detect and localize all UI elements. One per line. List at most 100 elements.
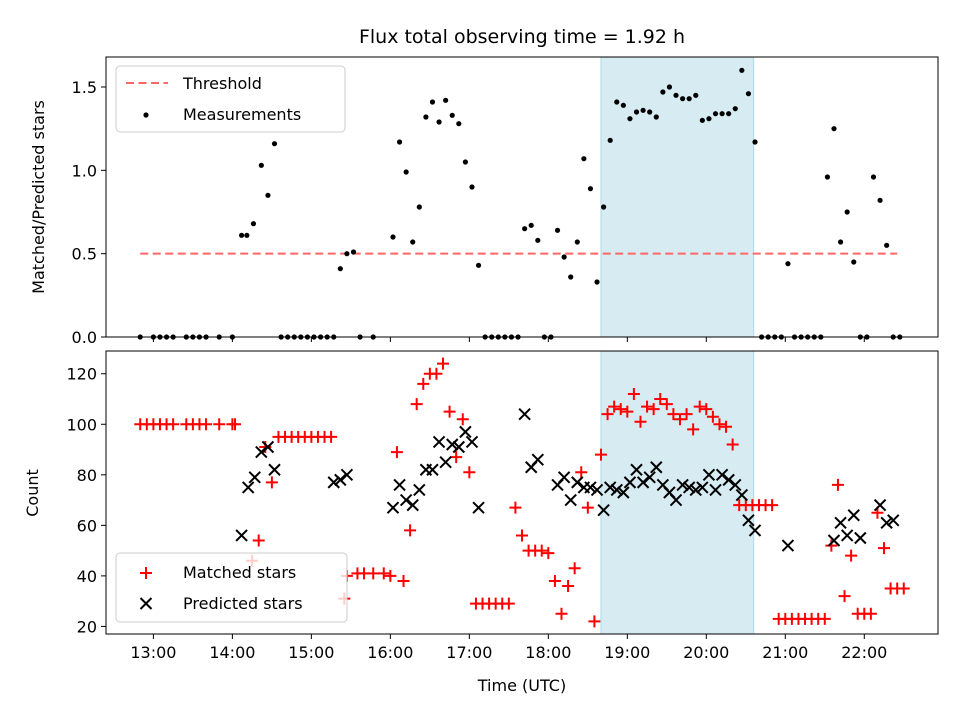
measurement-point	[620, 102, 626, 108]
matched-star-point	[706, 410, 719, 423]
matched-star-point	[404, 524, 417, 537]
measurement-point	[587, 186, 594, 192]
legend-measurement-swatch	[143, 112, 149, 118]
measurement-point	[337, 266, 343, 272]
measurement-point	[344, 251, 350, 257]
matched-star-point	[410, 398, 423, 411]
predicted-star-point	[669, 493, 683, 507]
predicted-star-point	[426, 463, 439, 476]
matched-star-point	[167, 418, 180, 431]
predicted-star-point	[650, 461, 663, 474]
predicted-star-point	[742, 514, 755, 527]
matched-star-point	[654, 393, 667, 406]
predicted-star-point	[459, 425, 472, 439]
matched-star-point	[548, 574, 561, 587]
measurement-point	[581, 156, 587, 162]
matched-star-point	[627, 387, 640, 400]
predicted-star-point	[327, 476, 340, 489]
measurement-point	[469, 184, 475, 190]
matched-star-point	[542, 547, 555, 560]
matched-star-point	[430, 367, 443, 380]
matched-star-point	[535, 544, 548, 557]
top-plot-frame	[105, 56, 939, 338]
predicted-star-point	[406, 498, 419, 512]
predicted-star-point	[393, 478, 406, 492]
top-ytick-label: 0.5	[72, 245, 97, 264]
predicted-star-point	[623, 476, 637, 489]
top-ytick-label: 1.5	[72, 78, 97, 97]
measurement-point	[258, 162, 264, 168]
predicted-star-point	[446, 438, 459, 451]
predicted-star-point	[722, 473, 735, 487]
matched-star-point	[377, 567, 390, 580]
measurement-point	[607, 137, 613, 143]
predicted-star-point	[235, 529, 248, 542]
measurement-point	[594, 279, 600, 285]
xtick-label: 16:00	[367, 643, 413, 662]
predicted-star-point	[676, 478, 689, 492]
measurement-point	[614, 99, 620, 105]
measurement-point	[456, 121, 462, 127]
legend-matched-swatch	[140, 567, 152, 579]
matched-star-point	[608, 400, 621, 413]
measurement-point	[719, 111, 725, 117]
matched-star-point	[621, 405, 634, 418]
measurement-point	[844, 209, 850, 215]
measurement-point	[653, 114, 659, 120]
bottom-y-ticks: 20 40 60 80 100 120	[66, 365, 106, 636]
predicted-star-point	[268, 463, 281, 476]
top-legend: Threshold Measurements	[115, 65, 346, 133]
measurement-point	[250, 221, 257, 227]
predicted-star-point	[702, 468, 716, 482]
predicted-star-point	[854, 531, 867, 545]
predicted-star-point	[715, 468, 729, 482]
matched-star-point	[878, 542, 891, 555]
bottom-highlight-span	[600, 350, 755, 635]
measurement-point	[535, 237, 541, 243]
measurement-point	[265, 192, 271, 198]
matched-star-point	[562, 579, 575, 592]
measurement-point	[423, 114, 429, 120]
bottom-x-ticks: 13:00 14:00 15:00 16:00 17:00 18:00 19:00 20:00…	[130, 634, 887, 662]
legend-measurements-label: Measurements	[183, 105, 301, 124]
predicted-star-point	[827, 534, 841, 547]
bottom-ytick-label: 120	[66, 365, 97, 384]
matched-star-point	[818, 612, 831, 625]
predicted-star-point	[643, 471, 656, 484]
matched-star-point	[229, 418, 242, 431]
matched-star-point	[390, 446, 403, 459]
matched-star-point	[647, 403, 660, 416]
matched-star-point	[766, 499, 779, 512]
matched-star-point	[588, 615, 601, 628]
predicted-star-point	[610, 483, 623, 497]
matched-star-point	[463, 466, 476, 479]
measurement-point	[752, 139, 758, 145]
chart-title: Flux total observing time = 1.92 h	[359, 26, 685, 48]
measurement-point	[350, 249, 357, 255]
matched-star-point	[384, 569, 397, 582]
predicted-star-point	[571, 476, 584, 489]
measurement-point	[429, 99, 436, 105]
matched-star-point	[443, 405, 456, 418]
measurement-point	[831, 126, 837, 132]
predicted-star-point	[590, 483, 604, 497]
matched-star-point	[601, 408, 614, 421]
predicted-star-point	[386, 501, 400, 514]
matched-star-point	[213, 418, 226, 431]
matched-star-point	[667, 408, 680, 421]
predicted-star-point	[261, 440, 275, 454]
matched-star-point	[516, 529, 528, 542]
count-points	[134, 357, 910, 628]
matched-star-point	[456, 413, 469, 426]
x-axis-label: Time (UTC)	[477, 676, 566, 695]
predicted-star-point	[241, 481, 255, 494]
measurement-point	[640, 107, 646, 113]
predicted-star-point	[255, 445, 268, 459]
matched-star-point	[252, 534, 265, 547]
matched-star-point	[450, 451, 463, 464]
predicted-star-point	[564, 493, 577, 507]
predicted-star-point	[439, 455, 452, 469]
measurement-points	[137, 67, 903, 340]
matched-star-point	[502, 597, 515, 610]
bottom-ytick-label: 20	[77, 617, 97, 636]
